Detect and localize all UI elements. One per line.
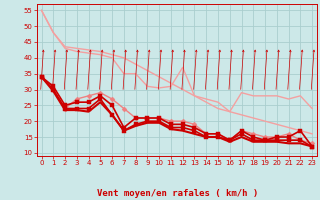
Text: Vent moyen/en rafales ( km/h ): Vent moyen/en rafales ( km/h )	[97, 189, 258, 198]
